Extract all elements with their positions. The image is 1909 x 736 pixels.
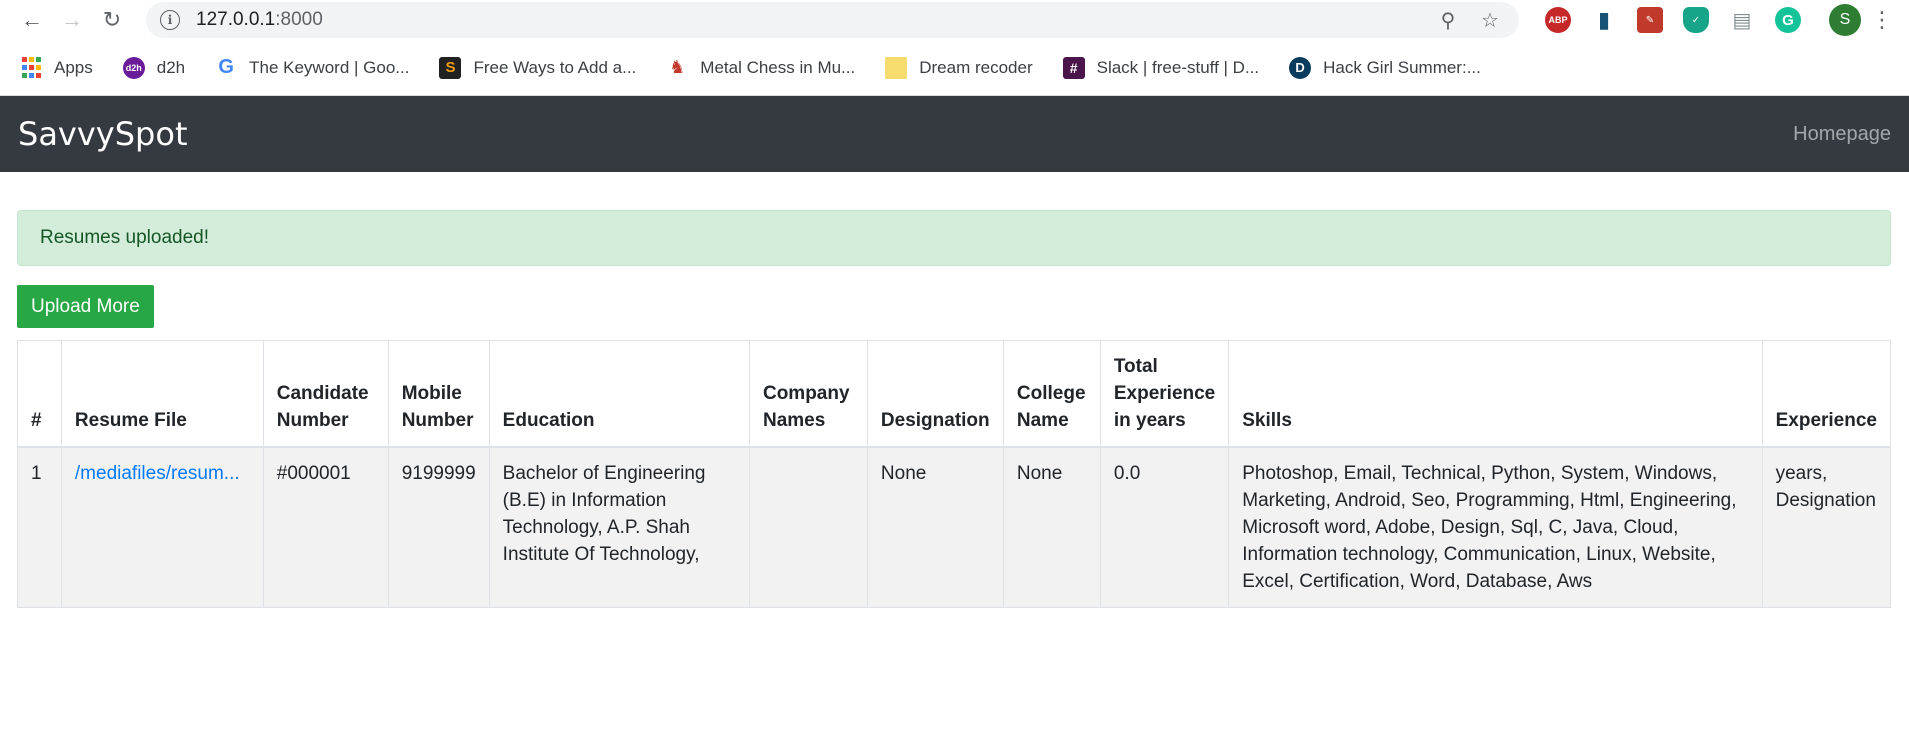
column-header: Designation	[866, 340, 1004, 448]
homepage-link[interactable]: Homepage	[1793, 122, 1891, 145]
d2h-icon: d2h	[122, 56, 145, 79]
upload-more-button[interactable]: Upload More	[17, 285, 154, 328]
bookmark-label: Free Ways to Add a...	[473, 57, 637, 77]
cell-candidate-number: #000001	[262, 446, 389, 608]
chart-extension-icon[interactable]: ▤	[1732, 9, 1752, 32]
bookmark-apps[interactable]: Apps	[20, 57, 93, 79]
url-text[interactable]: 127.0.0.1:8000	[196, 9, 323, 31]
bookmark-label: Dream recoder	[919, 57, 1033, 77]
bookmark-star-icon[interactable]: ☆	[1481, 9, 1499, 32]
success-alert: Resumes uploaded!	[17, 210, 1891, 266]
apps-grid-icon	[20, 57, 42, 79]
column-header: Company Names	[748, 340, 868, 448]
url-port: :8000	[275, 9, 323, 30]
bookmark-keyword[interactable]: G The Keyword | Goo...	[215, 56, 410, 79]
folder-icon	[885, 56, 908, 79]
cell-education: Bachelor of Engineering (B.E) in Informa…	[488, 446, 750, 608]
column-header: Experience	[1761, 340, 1892, 448]
extensions-area: ABP ▮ ✎ ✓ ▤ G	[1535, 7, 1811, 33]
chess-icon: ♞	[669, 57, 686, 77]
bookmark-label: Slack | free-stuff | D...	[1096, 57, 1260, 77]
forward-arrow-icon[interactable]: →	[61, 7, 83, 32]
app-navbar: SavvySpot Homepage	[0, 96, 1909, 172]
zoom-icon[interactable]: ⚲	[1440, 9, 1456, 32]
bookmark-dream-recoder[interactable]: Dream recoder	[885, 56, 1033, 79]
column-header: Candidate Number	[262, 340, 389, 448]
bookmark-label: Metal Chess in Mu...	[700, 57, 856, 77]
brand-logo[interactable]: SavvySpot	[18, 115, 188, 153]
browser-toolbar: ← → ↻ i 127.0.0.1:8000 ⚲ ☆ ABP ▮ ✎ ✓ ▤ G…	[0, 0, 1909, 40]
dev-icon: D	[1289, 56, 1312, 79]
google-icon: G	[218, 56, 234, 78]
reload-icon[interactable]: ↻	[102, 7, 122, 32]
shield-extension-icon[interactable]: ✓	[1683, 7, 1709, 33]
column-header: #	[17, 340, 62, 448]
bookmark-label: d2h	[156, 57, 186, 77]
profile-avatar[interactable]: S	[1829, 4, 1861, 36]
cell-designation: None	[866, 446, 1004, 608]
adblock-plus-icon[interactable]: ABP	[1545, 7, 1571, 33]
grammarly-icon[interactable]: G	[1775, 7, 1801, 33]
s-logo-icon: S	[439, 56, 462, 79]
resumes-table: # Resume File Candidate Number Mobile Nu…	[17, 340, 1892, 608]
cell-company-names	[748, 446, 868, 608]
column-header: Resume File	[60, 340, 264, 448]
cell-college-name: None	[1002, 446, 1101, 608]
bars-extension-icon[interactable]: ▮	[1597, 7, 1611, 32]
browser-menu-icon[interactable]: ⋮	[1871, 7, 1893, 32]
bookmark-d2h[interactable]: d2h d2h	[122, 56, 186, 79]
cell-mobile-number: 9199999	[387, 446, 490, 608]
cell-index: 1	[17, 446, 62, 608]
back-arrow-icon[interactable]: ←	[21, 7, 43, 32]
bookmark-metal-chess[interactable]: ♞ Metal Chess in Mu...	[666, 57, 855, 79]
cell-total-experience: 0.0	[1099, 446, 1230, 608]
column-header: College Name	[1002, 340, 1101, 448]
resume-file-link[interactable]: /mediafiles/resum...	[60, 446, 264, 608]
bookmark-free-ways[interactable]: S Free Ways to Add a...	[439, 56, 637, 79]
column-header: Education	[488, 340, 750, 448]
table-header-row: # Resume File Candidate Number Mobile Nu…	[17, 340, 1892, 448]
main-content: Resumes uploaded! Upload More # Resume F…	[0, 172, 1909, 608]
site-info-icon[interactable]: i	[160, 10, 180, 30]
address-bar[interactable]: i 127.0.0.1:8000 ⚲ ☆	[146, 2, 1519, 38]
bookmarks-bar: Apps d2h d2h G The Keyword | Goo... S Fr…	[0, 40, 1909, 96]
cell-skills: Photoshop, Email, Technical, Python, Sys…	[1228, 446, 1763, 608]
bookmark-hack-girl[interactable]: D Hack Girl Summer:...	[1289, 56, 1481, 79]
bookmark-slack[interactable]: # Slack | free-stuff | D...	[1062, 56, 1260, 79]
table-row: 1 /mediafiles/resum... #000001 9199999 B…	[17, 446, 1892, 608]
alert-message: Resumes uploaded!	[40, 227, 209, 248]
column-header: Mobile Number	[387, 340, 490, 448]
slack-icon: #	[1062, 56, 1085, 79]
column-header: Total Experience in years	[1099, 340, 1230, 448]
cell-experience: years, Designation	[1761, 446, 1892, 608]
bookmark-label: Hack Girl Summer:...	[1323, 57, 1481, 77]
pdf-extension-icon[interactable]: ✎	[1637, 7, 1663, 33]
column-header: Skills	[1228, 340, 1763, 448]
bookmark-label: Apps	[54, 57, 93, 77]
url-host: 127.0.0.1	[196, 9, 276, 30]
bookmark-label: The Keyword | Goo...	[249, 57, 410, 77]
